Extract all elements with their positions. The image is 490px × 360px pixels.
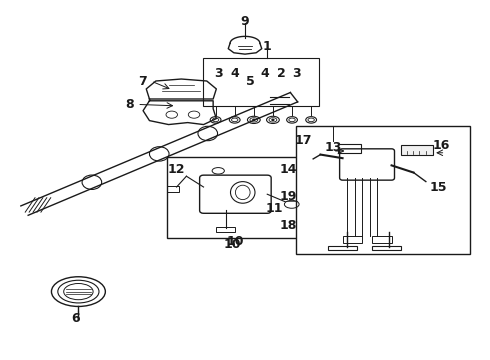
- Text: 16: 16: [432, 139, 450, 152]
- Text: 7: 7: [138, 75, 147, 87]
- Text: 17: 17: [295, 134, 313, 147]
- Text: 18: 18: [279, 219, 297, 231]
- Text: 13: 13: [324, 141, 342, 154]
- Text: 8: 8: [125, 98, 134, 111]
- Text: 11: 11: [266, 202, 283, 215]
- Text: 4: 4: [260, 67, 269, 80]
- Ellipse shape: [252, 119, 256, 121]
- Text: 1: 1: [263, 40, 271, 53]
- Text: 2: 2: [277, 67, 286, 80]
- Bar: [372, 246, 401, 250]
- Text: 4: 4: [231, 67, 240, 80]
- Text: 5: 5: [245, 75, 254, 87]
- Bar: [372, 236, 392, 243]
- Text: 3: 3: [214, 67, 222, 80]
- Text: 12: 12: [168, 163, 185, 176]
- Text: 10: 10: [226, 235, 244, 248]
- Text: 15: 15: [430, 181, 447, 194]
- Text: 6: 6: [72, 312, 80, 325]
- Bar: [296, 126, 470, 254]
- Bar: [343, 236, 362, 243]
- Bar: [328, 246, 357, 250]
- Text: 3: 3: [292, 67, 301, 80]
- Text: 19: 19: [279, 190, 297, 203]
- Bar: [167, 186, 179, 193]
- Bar: [203, 58, 318, 106]
- Bar: [216, 227, 235, 232]
- Bar: [338, 144, 361, 153]
- Bar: [167, 157, 299, 238]
- Bar: [401, 145, 433, 155]
- Text: 14: 14: [279, 163, 297, 176]
- Ellipse shape: [271, 119, 274, 121]
- Text: 9: 9: [241, 15, 249, 28]
- Text: 10: 10: [224, 238, 242, 251]
